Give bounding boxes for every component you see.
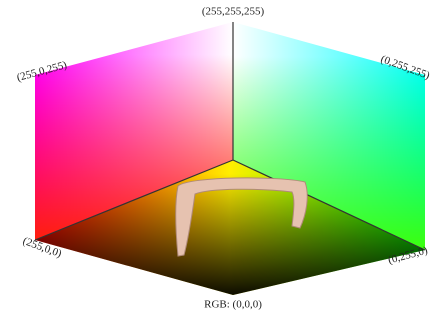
label-white: (255,255,255) — [202, 6, 265, 18]
rgb-cube-diagram: (255,255,255) (255,0,255) (0,255,255) (2… — [0, 0, 444, 316]
page: (255,255,255) (255,0,255) (0,255,255) (2… — [0, 0, 444, 316]
label-black: RGB: (0,0,0) — [204, 299, 262, 311]
